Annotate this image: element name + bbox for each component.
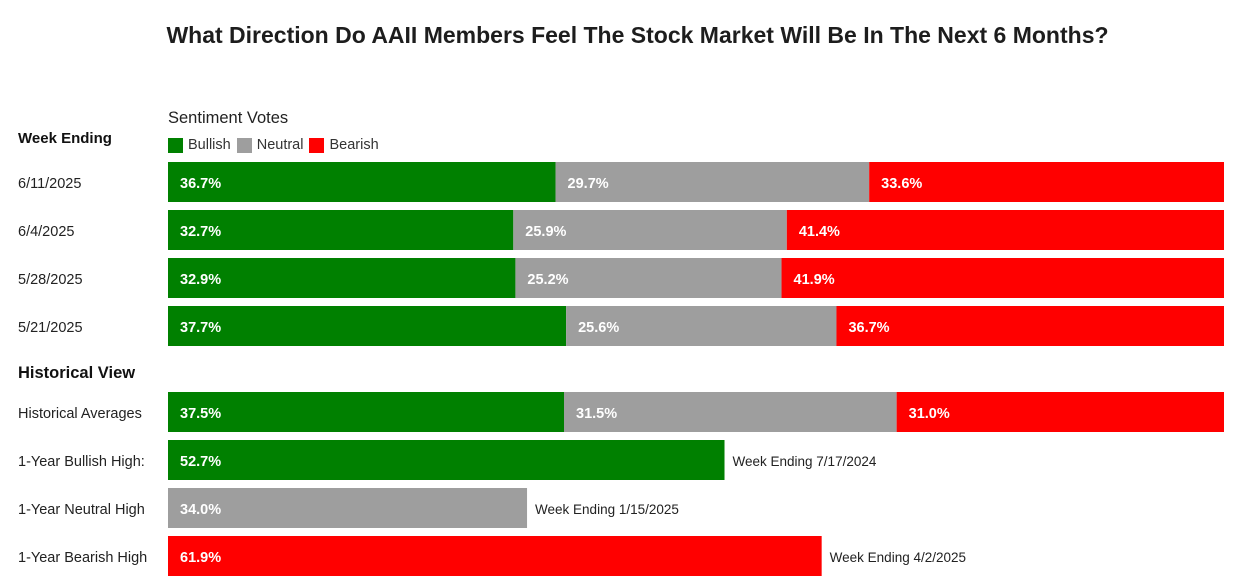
- historical-view-heading: Historical View: [18, 364, 136, 382]
- data-label-historical-averages-bearish: 31.0%: [909, 406, 950, 422]
- data-label-5-21-2025-bullish: 37.7%: [180, 320, 221, 336]
- row-label-1-year-bearish-high: 1-Year Bearish High: [18, 550, 147, 566]
- week-ending-heading: Week Ending: [18, 130, 112, 147]
- row-label-5-21-2025: 5/21/2025: [18, 320, 83, 336]
- bar-historical-averages-bearish: [896, 392, 1224, 432]
- note-1-year-bullish-high: Week Ending 7/17/2024: [733, 454, 877, 469]
- bar-6-4-2025-bearish: [786, 210, 1224, 250]
- row-label-6-11-2025: 6/11/2025: [18, 176, 81, 192]
- bar-5-28-2025-bearish: [781, 258, 1224, 298]
- legend: Bullish Neutral Bearish: [168, 137, 385, 153]
- data-label-5-28-2025-neutral: 25.2%: [527, 272, 568, 288]
- legend-item-bullish: Bullish: [168, 137, 231, 153]
- legend-swatch-neutral: [236, 137, 252, 153]
- legend-swatch-bullish: [168, 137, 183, 153]
- note-1-year-neutral-high: Week Ending 1/15/2025: [535, 502, 679, 517]
- data-label-historical-averages-bullish: 37.5%: [180, 406, 221, 422]
- data-label-6-11-2025-bullish: 36.7%: [180, 176, 221, 192]
- bar-6-11-2025-bearish: [869, 162, 1224, 202]
- legend-swatch-bearish: [309, 137, 325, 153]
- bar-6-4-2025-bullish: [168, 210, 514, 250]
- bar-1-year-bullish-high-bullish: [168, 440, 725, 480]
- legend-label-bearish: Bearish: [329, 137, 379, 153]
- data-label-1-year-neutral-high-neutral: 34.0%: [180, 502, 221, 518]
- row-label-historical-averages: Historical Averages: [18, 406, 142, 422]
- legend-item-neutral: Neutral: [236, 137, 304, 153]
- data-label-6-11-2025-neutral: 29.7%: [568, 176, 609, 192]
- row-label-1-year-bullish-high: 1-Year Bullish High:: [18, 454, 145, 470]
- data-label-6-4-2025-bullish: 32.7%: [180, 224, 221, 240]
- data-label-6-4-2025-bearish: 41.4%: [799, 224, 840, 240]
- row-label-1-year-neutral-high: 1-Year Neutral High: [18, 502, 145, 518]
- data-label-5-21-2025-bearish: 36.7%: [848, 320, 889, 336]
- legend-label-neutral: Neutral: [256, 137, 304, 153]
- data-label-historical-averages-neutral: 31.5%: [576, 406, 617, 422]
- bar-5-28-2025-neutral: [515, 258, 782, 298]
- bar-5-21-2025-bearish: [836, 306, 1224, 346]
- data-label-5-28-2025-bearish: 41.9%: [794, 272, 835, 288]
- data-label-5-21-2025-neutral: 25.6%: [578, 320, 619, 336]
- row-label-6-4-2025: 6/4/2025: [18, 224, 74, 240]
- legend-item-bearish: Bearish: [309, 137, 379, 153]
- sentiment-votes-label: Sentiment Votes: [168, 109, 289, 127]
- bar-historical-averages-bullish: [168, 392, 564, 432]
- bar-historical-averages-neutral: [564, 392, 897, 432]
- bar-6-11-2025-neutral: [555, 162, 870, 202]
- bar-5-21-2025-bullish: [168, 306, 567, 346]
- bar-1-year-neutral-high-neutral: [168, 488, 528, 528]
- data-label-1-year-bullish-high-bullish: 52.7%: [180, 454, 221, 470]
- data-label-5-28-2025-bullish: 32.9%: [180, 272, 221, 288]
- bar-5-28-2025-bullish: [168, 258, 516, 298]
- data-label-6-11-2025-bearish: 33.6%: [881, 176, 922, 192]
- bar-6-4-2025-neutral: [513, 210, 787, 250]
- bar-5-21-2025-neutral: [566, 306, 837, 346]
- note-1-year-bearish-high: Week Ending 4/2/2025: [830, 550, 966, 565]
- legend-label-bullish: Bullish: [188, 137, 231, 153]
- row-label-5-28-2025: 5/28/2025: [18, 272, 83, 288]
- bar-6-11-2025-bullish: [168, 162, 556, 202]
- bar-1-year-bearish-high-bearish: [168, 536, 822, 576]
- data-label-6-4-2025-neutral: 25.9%: [525, 224, 566, 240]
- data-label-1-year-bearish-high-bearish: 61.9%: [180, 550, 221, 566]
- chart-title: What Direction Do AAII Members Feel The …: [166, 22, 1109, 48]
